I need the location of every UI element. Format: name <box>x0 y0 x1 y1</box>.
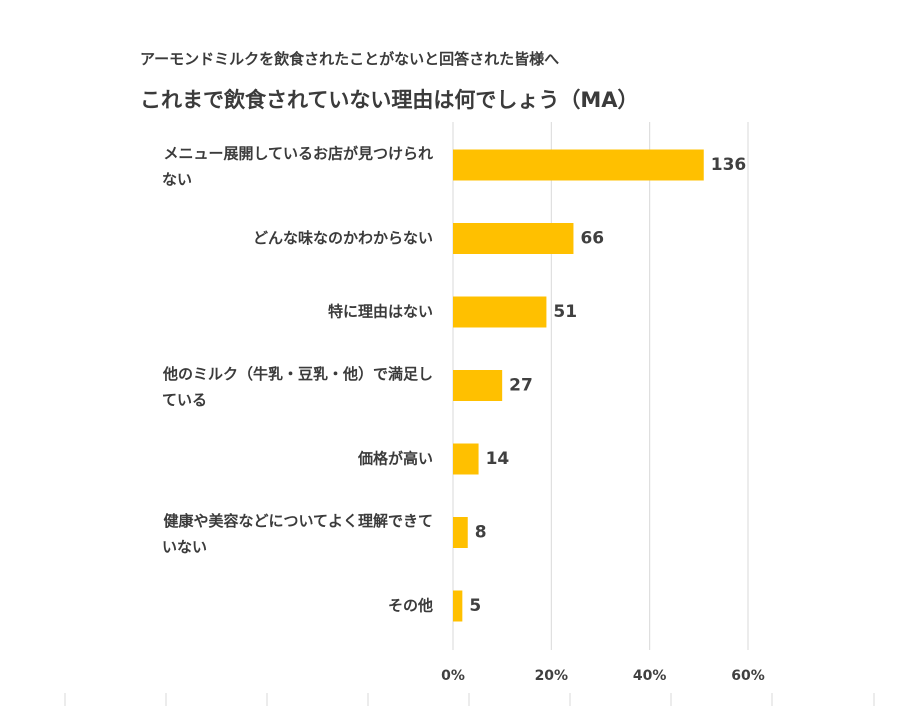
category-label: 健康や美容などについてよく理解できて <box>163 512 433 530</box>
x-tick-label: 60% <box>731 668 765 684</box>
chart-title: これまで飲食されていない理由は何でしょう（MA） <box>140 88 639 112</box>
bar <box>453 517 468 548</box>
data-label: 14 <box>486 449 510 469</box>
category-label: その他 <box>388 597 433 615</box>
bar <box>453 296 547 328</box>
data-label: 51 <box>553 302 577 322</box>
category-label: メニュー展開しているお店が見つけられ <box>163 145 433 163</box>
data-label: 5 <box>469 596 481 616</box>
bar <box>453 370 503 401</box>
category-label: どんな味なのかわからない <box>253 229 433 247</box>
bar <box>453 590 463 622</box>
chart-subtitle: アーモンドミルクを飲食されたことがないと回答された皆様へ <box>140 50 559 68</box>
data-label: 27 <box>509 376 533 396</box>
category-label: 他のミルク（牛乳・豆乳・他）で満足し <box>162 365 433 383</box>
data-label: 66 <box>580 229 604 249</box>
data-label: 8 <box>475 523 487 543</box>
category-label: ない <box>162 171 192 189</box>
bar <box>453 223 574 254</box>
category-label: ている <box>162 391 207 409</box>
x-tick-label: 0% <box>441 668 465 684</box>
bar <box>453 443 479 475</box>
category-label: 価格が高い <box>357 450 433 468</box>
x-tick-label: 40% <box>633 668 667 684</box>
category-label: いない <box>162 538 207 556</box>
bar <box>453 149 704 181</box>
x-tick-label: 20% <box>535 668 569 684</box>
category-label: 特に理由はない <box>328 303 433 321</box>
data-label: 136 <box>711 155 747 175</box>
